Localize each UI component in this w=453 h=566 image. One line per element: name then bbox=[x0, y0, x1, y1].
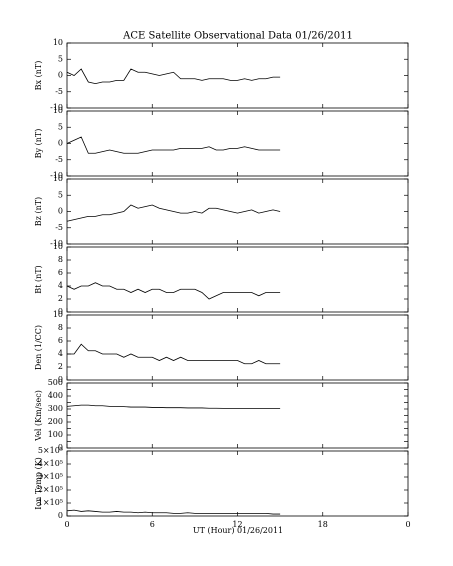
data-line bbox=[66, 136, 281, 154]
y-tick-label: 5 bbox=[58, 54, 63, 63]
y-tick-label: 6 bbox=[58, 336, 63, 345]
y-tick-label: 8 bbox=[58, 255, 63, 264]
y-tick-label: -10 bbox=[50, 171, 63, 180]
y-axis-label: Vel (Km/sec) bbox=[34, 390, 43, 442]
y-axis-label: Bz (nT) bbox=[34, 197, 43, 226]
x-tick-label: 6 bbox=[150, 520, 155, 529]
y-tick-label: 1×10⁵ bbox=[38, 498, 63, 507]
y-tick-label: 0 bbox=[58, 139, 63, 148]
y-tick-label: -5 bbox=[55, 223, 63, 232]
y-tick-label: 0 bbox=[58, 375, 63, 384]
y-tick-label: 10 bbox=[53, 106, 63, 115]
y-axis-label: Ion Temp (K) bbox=[34, 457, 43, 510]
y-tick-label: -5 bbox=[55, 87, 63, 96]
y-tick-label: 400 bbox=[48, 391, 63, 400]
plot-frame bbox=[66, 110, 409, 177]
data-line bbox=[66, 509, 281, 515]
plot-frame bbox=[66, 314, 409, 381]
y-tick-label: 200 bbox=[48, 417, 63, 426]
y-tick-label: 2 bbox=[58, 294, 63, 303]
y-tick-label: 5×10⁵ bbox=[38, 446, 63, 455]
data-line bbox=[67, 343, 281, 365]
chart-title: ACE Satellite Observational Data 01/26/2… bbox=[122, 31, 353, 42]
data-line bbox=[66, 404, 281, 409]
data-line bbox=[66, 68, 281, 85]
y-tick-label: 4 bbox=[58, 349, 63, 358]
x-tick-label: 0 bbox=[64, 520, 69, 529]
y-tick-label: 4×10⁵ bbox=[38, 459, 63, 468]
x-axis-label: UT (Hour) 01/26/2011 bbox=[193, 526, 283, 535]
y-tick-label: 300 bbox=[48, 404, 63, 413]
y-tick-label: 2×10⁵ bbox=[38, 485, 63, 494]
y-tick-label: 3×10⁵ bbox=[38, 472, 63, 481]
y-tick-label: 10 bbox=[53, 174, 63, 183]
x-tick-label: 18 bbox=[318, 520, 328, 529]
y-tick-label: 0 bbox=[58, 443, 63, 452]
y-tick-label: 500 bbox=[48, 378, 63, 387]
plot-frame bbox=[66, 246, 409, 313]
y-axis-label: Bt (nT) bbox=[34, 265, 43, 293]
x-tick-label: 12 bbox=[232, 520, 242, 529]
y-tick-label: -10 bbox=[50, 103, 63, 112]
y-tick-label: 0 bbox=[58, 71, 63, 80]
y-tick-label: 6 bbox=[58, 268, 63, 277]
y-tick-label: 8 bbox=[58, 323, 63, 332]
plot-frame bbox=[66, 382, 409, 449]
y-tick-label: 0 bbox=[58, 511, 63, 520]
y-tick-label: 0 bbox=[58, 307, 63, 316]
y-tick-label: 5 bbox=[58, 122, 63, 131]
y-axis-label: Den (1/CC) bbox=[34, 325, 43, 370]
plot-frame bbox=[66, 42, 409, 109]
y-tick-label: 4 bbox=[58, 281, 63, 290]
y-axis-label: By (nT) bbox=[34, 129, 43, 159]
y-tick-label: 0 bbox=[58, 207, 63, 216]
y-tick-label: 10 bbox=[53, 242, 63, 251]
plot-frame bbox=[66, 178, 409, 245]
y-tick-label: 10 bbox=[53, 38, 63, 47]
y-tick-label: 100 bbox=[48, 430, 63, 439]
y-tick-label: -10 bbox=[50, 239, 63, 248]
plot-frame bbox=[66, 450, 409, 517]
y-tick-label: -5 bbox=[55, 155, 63, 164]
y-tick-label: 5 bbox=[58, 190, 63, 199]
x-tick-label: 0 bbox=[405, 520, 410, 529]
y-axis-label: Bx (nT) bbox=[34, 61, 43, 91]
data-line bbox=[66, 204, 281, 222]
y-tick-label: 10 bbox=[53, 310, 63, 319]
data-line bbox=[66, 282, 281, 300]
y-tick-label: 2 bbox=[58, 362, 63, 371]
